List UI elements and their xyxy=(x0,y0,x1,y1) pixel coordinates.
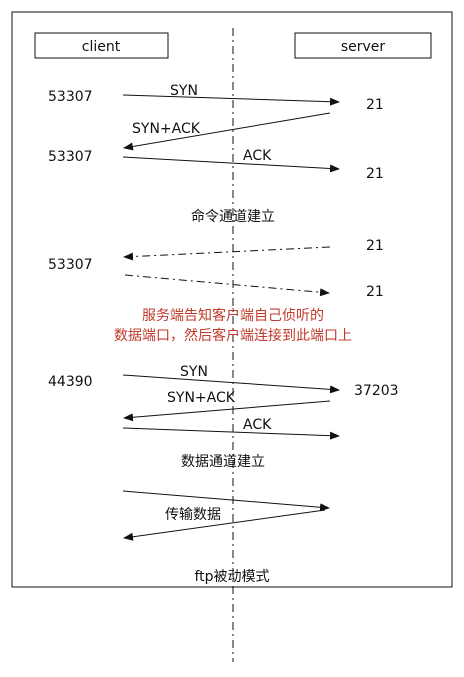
data-channel-caption: 数据通道建立 xyxy=(181,454,265,470)
cmd-syn-ack-client-port: 53307 xyxy=(48,149,93,165)
cmd-syn-ack-arrow xyxy=(123,112,331,151)
cmd-channel-caption: 命令通道建立 xyxy=(191,208,275,225)
data-syn-client-port: 44390 xyxy=(48,374,93,390)
server-actor-box: server xyxy=(294,32,432,59)
data-syn-ack-arrow xyxy=(123,400,331,422)
notify-text-line1: 服务端告知客户端自己侦听的 xyxy=(142,307,324,324)
data-ack-arrow xyxy=(122,427,340,440)
server-label: server xyxy=(341,39,386,55)
data-syn-server-port: 37203 xyxy=(354,383,399,399)
notify-client-port: 53307 xyxy=(48,257,93,273)
notify-request-arrow xyxy=(124,274,330,297)
diagram-frame xyxy=(11,11,453,588)
transfer-upload-arrow xyxy=(122,490,330,512)
cmd-syn-ack-label: SYN+ACK xyxy=(132,121,201,137)
notify-server-port-bottom: 21 xyxy=(366,284,384,300)
diagram-title: ftp被动模式 xyxy=(194,569,269,585)
notify-text-line2: 数据端口，然后客户端连接到此端口上 xyxy=(114,327,352,344)
cmd-ack-arrow xyxy=(122,156,340,173)
cmd-syn-client-port: 53307 xyxy=(48,89,93,105)
data-syn-arrow xyxy=(122,374,340,394)
notify-server-port-top: 21 xyxy=(366,238,384,254)
cmd-ack-server-port: 21 xyxy=(366,166,384,182)
client-label: client xyxy=(82,39,121,55)
cmd-ack-label: ACK xyxy=(243,148,272,164)
transfer-label: 传输数据 xyxy=(165,507,221,523)
transfer-download-arrow xyxy=(123,509,326,541)
cmd-syn-server-port: 21 xyxy=(366,97,384,113)
cmd-syn-arrow xyxy=(122,94,340,106)
data-syn-ack-label: SYN+ACK xyxy=(167,390,236,406)
data-ack-label: ACK xyxy=(243,417,272,433)
cmd-syn-label: SYN xyxy=(170,83,198,99)
notify-response-arrow xyxy=(123,246,331,261)
data-syn-label: SYN xyxy=(180,364,208,380)
client-actor-box: client xyxy=(34,32,169,59)
